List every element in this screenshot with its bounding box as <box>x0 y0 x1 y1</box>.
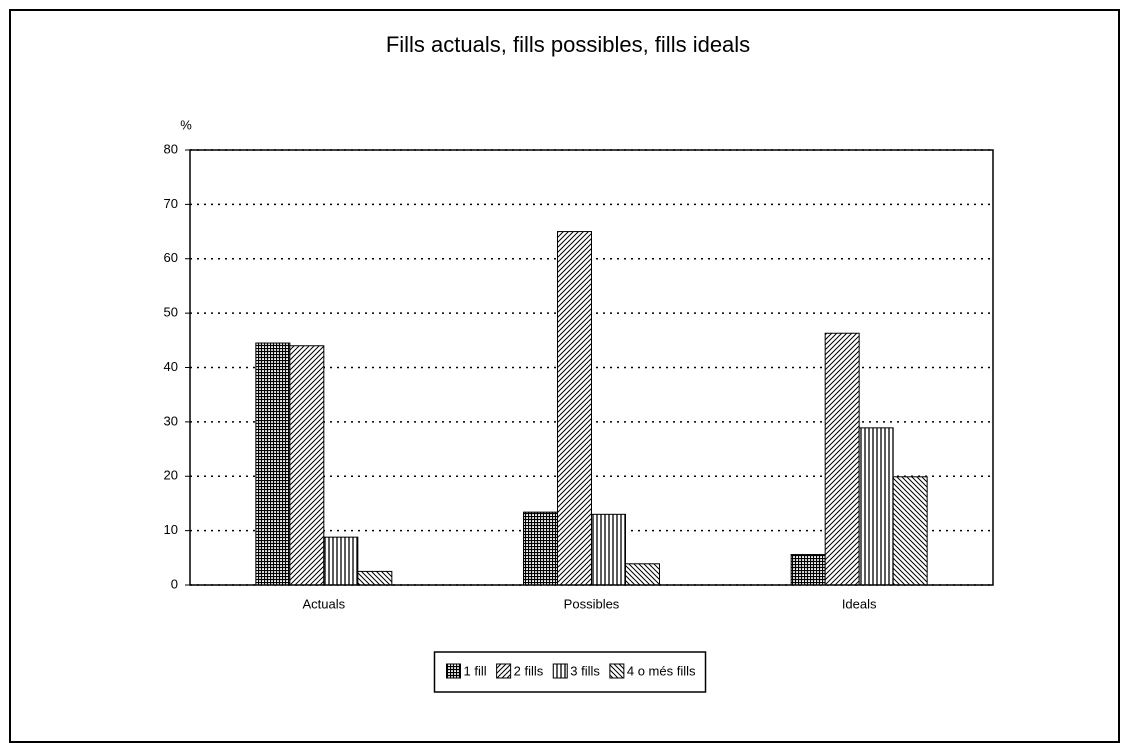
x-tick-label: Actuals <box>303 596 346 611</box>
legend-label: 2 fills <box>514 663 544 678</box>
bar <box>523 511 558 586</box>
x-tick-label: Ideals <box>842 596 877 611</box>
legend-label: 3 fills <box>570 663 600 678</box>
legend-swatch <box>609 663 625 679</box>
bar <box>858 427 894 586</box>
legend-swatch <box>496 663 512 679</box>
legend-label: 1 fill <box>463 663 486 678</box>
outer-frame <box>9 9 1120 743</box>
x-tick-label: Possibles <box>564 596 620 611</box>
y-axis-label: % <box>180 117 192 132</box>
bar <box>255 342 291 586</box>
y-tick-label: 10 <box>164 522 178 537</box>
bar <box>625 563 660 586</box>
y-tick-label: 20 <box>164 468 178 483</box>
bar <box>357 570 393 586</box>
bar <box>591 513 626 586</box>
legend-swatch <box>445 663 461 679</box>
y-tick-label: 0 <box>171 576 178 591</box>
y-tick-label: 80 <box>164 141 178 156</box>
plot-frame <box>189 149 994 586</box>
y-tick-label: 30 <box>164 413 178 428</box>
bar <box>557 231 592 586</box>
y-tick-label: 70 <box>164 196 178 211</box>
bar <box>892 476 928 586</box>
bar <box>289 345 325 586</box>
legend-label: 4 o més fills <box>627 663 696 678</box>
legend-swatch <box>552 663 568 679</box>
bar <box>323 536 359 586</box>
legend-box <box>433 651 707 693</box>
bar <box>824 332 860 586</box>
y-tick-label: 40 <box>164 359 178 374</box>
bar <box>790 554 826 586</box>
y-tick-label: 50 <box>164 305 178 320</box>
y-tick-label: 60 <box>164 250 178 265</box>
chart-title: Fills actuals, fills possibles, fills id… <box>386 32 750 57</box>
